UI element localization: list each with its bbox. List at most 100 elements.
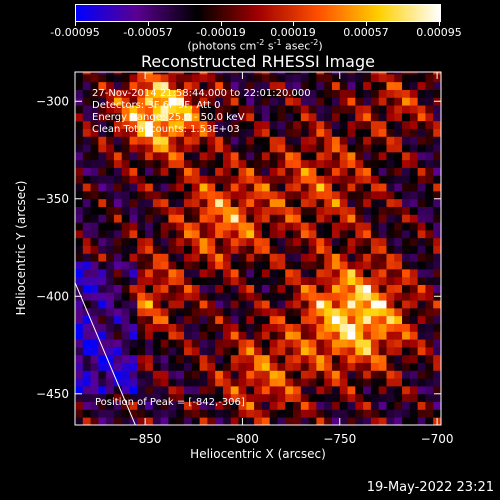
heatmap-cell bbox=[355, 128, 364, 137]
heatmap-cell bbox=[82, 237, 91, 246]
heatmap-cell bbox=[168, 183, 177, 192]
heatmap-cell bbox=[106, 245, 115, 254]
heatmap-cell bbox=[90, 300, 99, 309]
heatmap-cell bbox=[331, 120, 341, 129]
heatmap-cell bbox=[261, 112, 271, 122]
heatmap-cell bbox=[152, 73, 162, 83]
heatmap-cell bbox=[129, 331, 138, 340]
heatmap-cell bbox=[316, 159, 325, 168]
heatmap-cell bbox=[308, 136, 317, 145]
heatmap-cell bbox=[90, 229, 99, 239]
heatmap-cell bbox=[324, 276, 333, 285]
heatmap-cell bbox=[269, 128, 278, 137]
heatmap-cell bbox=[331, 339, 341, 348]
heatmap-cell bbox=[168, 136, 177, 145]
heatmap-cell bbox=[433, 253, 441, 262]
heatmap-cell bbox=[293, 237, 302, 246]
heatmap-cell bbox=[269, 300, 278, 309]
heatmap-cell bbox=[145, 120, 154, 129]
heatmap-cell bbox=[300, 175, 310, 184]
heatmap-cell bbox=[238, 159, 247, 168]
heatmap-cell bbox=[168, 409, 177, 418]
heatmap-cell bbox=[152, 307, 162, 317]
heatmap-cell bbox=[168, 370, 177, 379]
heatmap-cell bbox=[145, 370, 154, 379]
heatmap-cell bbox=[90, 284, 99, 293]
heatmap-cell bbox=[277, 346, 286, 356]
heatmap-cell bbox=[191, 307, 200, 317]
heatmap-cell bbox=[394, 198, 403, 207]
heatmap-cell bbox=[121, 323, 130, 332]
heatmap-cell bbox=[207, 198, 216, 207]
heatmap-cell bbox=[199, 144, 208, 153]
heatmap-cell bbox=[75, 354, 84, 363]
heatmap-cell bbox=[417, 183, 426, 192]
heatmap-cell bbox=[98, 89, 107, 98]
heatmap-cell bbox=[386, 331, 395, 340]
heatmap-cell bbox=[316, 175, 325, 184]
heatmap-cell bbox=[207, 354, 216, 363]
heatmap-cell bbox=[425, 136, 434, 145]
heatmap-cell bbox=[199, 401, 208, 410]
heatmap-cell bbox=[191, 276, 200, 285]
heatmap-cell bbox=[370, 72, 380, 75]
heatmap-cell bbox=[269, 120, 278, 129]
heatmap-cell bbox=[355, 144, 364, 153]
heatmap-cell bbox=[402, 362, 411, 371]
heatmap-cell bbox=[402, 136, 411, 145]
heatmap-cell bbox=[394, 206, 403, 215]
heatmap-cell bbox=[98, 105, 107, 114]
heatmap-cell bbox=[145, 409, 154, 418]
heatmap-cell bbox=[355, 198, 364, 207]
heatmap-cell bbox=[176, 136, 185, 145]
heatmap-cell bbox=[402, 112, 411, 122]
heatmap-cell bbox=[199, 81, 208, 90]
heatmap-cell bbox=[386, 167, 395, 176]
heatmap-cell bbox=[191, 167, 200, 176]
heatmap-cell bbox=[402, 253, 411, 262]
heatmap-cell bbox=[129, 370, 138, 379]
heatmap-cell bbox=[339, 167, 348, 176]
heatmap-cell bbox=[98, 401, 107, 410]
heatmap-cell bbox=[137, 159, 146, 168]
heatmap-cell bbox=[370, 128, 380, 137]
heatmap-cell bbox=[308, 292, 317, 301]
heatmap-cell bbox=[82, 198, 91, 207]
heatmap-cell bbox=[269, 112, 278, 122]
heatmap-cell bbox=[254, 72, 263, 75]
heatmap-cell bbox=[277, 401, 286, 410]
heatmap-cell bbox=[386, 214, 395, 223]
heatmap-cell bbox=[355, 268, 364, 278]
heatmap-cell bbox=[409, 417, 419, 425]
heatmap-cell bbox=[82, 268, 91, 278]
heatmap-cell bbox=[98, 331, 107, 340]
heatmap-cell bbox=[199, 409, 208, 418]
heatmap-cell bbox=[339, 214, 348, 223]
heatmap-cell bbox=[293, 72, 302, 75]
heatmap-cell bbox=[82, 385, 91, 395]
heatmap-cell bbox=[152, 128, 162, 137]
heatmap-cell bbox=[394, 105, 403, 114]
heatmap-cell bbox=[363, 222, 372, 231]
heatmap-cell bbox=[222, 253, 232, 262]
heatmap-cell bbox=[409, 112, 419, 122]
heatmap-cell bbox=[98, 112, 107, 122]
heatmap-cell bbox=[98, 378, 107, 387]
heatmap-cell bbox=[378, 245, 387, 254]
heatmap-cell bbox=[75, 253, 84, 262]
heatmap-cell bbox=[168, 284, 177, 293]
heatmap-cell bbox=[363, 128, 372, 137]
heatmap-cell bbox=[293, 370, 302, 379]
heatmap-cell bbox=[137, 292, 146, 301]
heatmap-cell bbox=[160, 401, 169, 410]
heatmap-cell bbox=[98, 385, 107, 395]
heatmap-cell bbox=[425, 222, 434, 231]
heatmap-cell bbox=[222, 136, 232, 145]
heatmap-cell bbox=[75, 229, 84, 239]
heatmap-cell bbox=[433, 89, 441, 98]
heatmap-cell bbox=[137, 339, 146, 348]
heatmap-cell bbox=[90, 97, 99, 106]
colorbar-unit-label: (photons cm-2 s-1 asec-2) bbox=[187, 38, 323, 53]
heatmap-cell bbox=[324, 89, 333, 98]
heatmap-cell bbox=[378, 151, 387, 161]
